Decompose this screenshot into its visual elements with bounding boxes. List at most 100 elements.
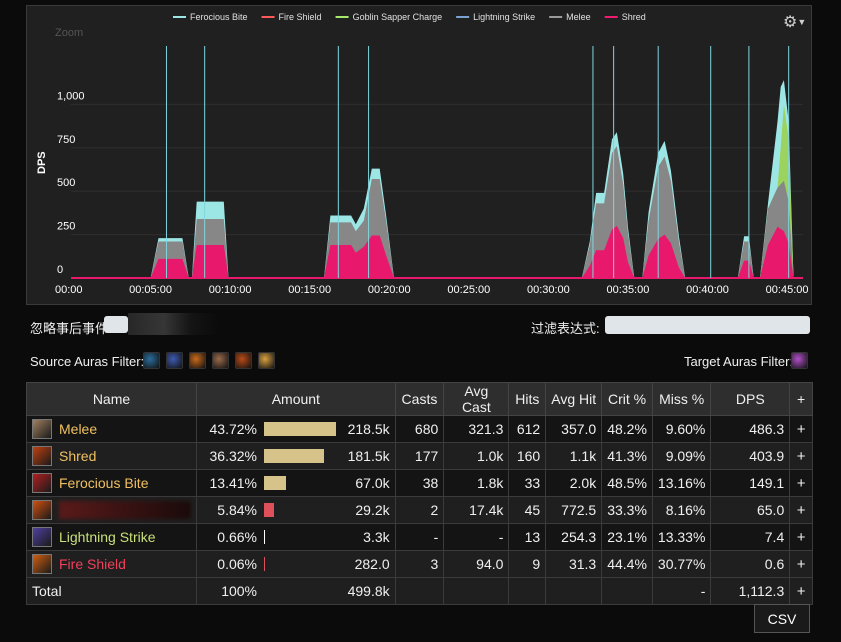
- table-row[interactable]: Lightning Strike 0.66% 3.3k - - 13 254.3…: [26, 523, 813, 551]
- amount-cell: 43.72% 218.5k: [196, 415, 396, 443]
- y-tick-label: 0: [57, 264, 63, 276]
- row-expand-button[interactable]: +: [789, 496, 813, 524]
- x-tick-label: 00:20:00: [368, 284, 411, 296]
- amount-percent: 5.84%: [217, 502, 257, 518]
- warrior-face-icon[interactable]: [212, 352, 229, 369]
- table-row[interactable]: Melee 43.72% 218.5k 680 321.3 612 357.0 …: [26, 415, 813, 443]
- x-tick-label: 00:05:00: [129, 284, 172, 296]
- col-amount[interactable]: Amount: [196, 382, 396, 416]
- table-row[interactable]: 5.84% 29.2k 2 17.4k 45 772.5 33.3% 8.16%…: [26, 496, 813, 524]
- avg-cast: 1.0k: [443, 442, 510, 470]
- amount-cell: 13.41% 67.0k: [196, 469, 396, 497]
- col-miss[interactable]: Miss %: [651, 382, 712, 416]
- legend-item: Goblin Sapper Charge: [353, 12, 443, 22]
- amount-cell: 5.84% 29.2k: [196, 496, 396, 524]
- name-cell[interactable]: Fire Shield: [26, 550, 197, 578]
- table-header-row: Name Amount Casts Avg Cast Hits Avg Hit …: [26, 382, 813, 416]
- total-casts: [394, 577, 445, 605]
- miss-percent: 8.16%: [651, 496, 712, 524]
- spell-name[interactable]: Shred: [59, 448, 97, 464]
- spell-name[interactable]: Ferocious Bite: [59, 475, 149, 491]
- avg-hit: 31.3: [545, 550, 603, 578]
- spell-name[interactable]: Melee: [59, 421, 98, 437]
- row-expand-button[interactable]: +: [789, 469, 813, 497]
- table-row[interactable]: Ferocious Bite 13.41% 67.0k 38 1.8k 33 2…: [26, 469, 813, 497]
- explosion-icon: [32, 500, 52, 520]
- flame-swirl-icon[interactable]: [258, 352, 275, 369]
- col-avg-hit[interactable]: Avg Hit: [545, 382, 603, 416]
- damage-table: Name Amount Casts Avg Cast Hits Avg Hit …: [26, 382, 813, 605]
- spell-name[interactable]: Fire Shield: [59, 556, 126, 572]
- y-tick-label: 1,000: [57, 90, 85, 102]
- name-cell[interactable]: Shred: [26, 442, 197, 470]
- filter-expression-label: 过滤表达式:: [531, 321, 600, 336]
- x-tick-label: 00:10:00: [209, 284, 252, 296]
- total-label: Total: [26, 577, 197, 605]
- settings-gear-icon[interactable]: ⚙▼: [783, 14, 807, 31]
- name-cell[interactable]: Lightning Strike: [26, 523, 197, 551]
- col-name[interactable]: Name: [26, 382, 197, 416]
- col-avg-cast[interactable]: Avg Cast: [443, 382, 510, 416]
- ignore-post-events-toggle[interactable]: [104, 316, 128, 333]
- col-casts[interactable]: Casts: [394, 382, 445, 416]
- spell-name[interactable]: Lightning Strike: [59, 529, 156, 545]
- name-cell[interactable]: [26, 496, 197, 524]
- amount-percent: 43.72%: [209, 421, 257, 437]
- filter-expression-input[interactable]: [605, 316, 810, 334]
- chevron-down-icon[interactable]: ▼: [797, 17, 807, 27]
- table-row[interactable]: Fire Shield 0.06% 282.0 3 94.0 9 31.3 44…: [26, 550, 813, 578]
- csv-export-button[interactable]: CSV: [754, 604, 810, 633]
- crit-percent: 44.4%: [601, 550, 653, 578]
- rune-icon[interactable]: [166, 352, 183, 369]
- redacted-spell-name: [59, 501, 191, 519]
- avg-cast: 17.4k: [443, 496, 510, 524]
- zoom-label: Zoom: [55, 27, 83, 39]
- chart-canvas[interactable]: 0 250 500 750 1,000 Zoom DPS 00:00 00:05:00 00:10…: [27, 6, 813, 306]
- hits: 9: [508, 550, 547, 578]
- amount-bar: [264, 530, 266, 544]
- amount-bar: [264, 557, 265, 571]
- amount-cell: 0.66% 3.3k: [196, 523, 396, 551]
- amount-value: 282.0: [354, 556, 390, 572]
- row-expand-button[interactable]: +: [789, 523, 813, 551]
- y-axis-label: DPS: [36, 151, 48, 174]
- total-expand-button[interactable]: +: [789, 577, 813, 605]
- amount-value: 218.5k: [347, 421, 390, 437]
- avg-cast: 1.8k: [443, 469, 510, 497]
- legend-item: Melee: [566, 12, 591, 22]
- amount-bar: [264, 476, 287, 490]
- row-expand-button[interactable]: +: [789, 550, 813, 578]
- amount-value: 29.2k: [355, 502, 390, 518]
- table-row[interactable]: Shred 36.32% 181.5k 177 1.0k 160 1.1k 41…: [26, 442, 813, 470]
- x-tick-label: 00:35:00: [607, 284, 650, 296]
- name-cell[interactable]: Melee: [26, 415, 197, 443]
- col-dps[interactable]: DPS: [710, 382, 791, 416]
- dps-value: 65.0: [710, 496, 791, 524]
- legend-item: Shred: [622, 12, 646, 22]
- fire-aura-icon[interactable]: [189, 352, 206, 369]
- demon-horns-icon[interactable]: [235, 352, 252, 369]
- dps-chart[interactable]: 0 250 500 750 1,000 Zoom DPS 00:00 00:05:00 00:10…: [26, 5, 812, 305]
- arcane-burst-icon[interactable]: [791, 352, 808, 369]
- miss-percent: 9.60%: [651, 415, 712, 443]
- amount-cell: 36.32% 181.5k: [196, 442, 396, 470]
- amount-percent: 0.06%: [217, 556, 257, 572]
- total-crit: [601, 577, 653, 605]
- dps-value: 403.9: [710, 442, 791, 470]
- source-auras-list: [143, 352, 275, 369]
- avg-hit: 772.5: [545, 496, 603, 524]
- row-expand-button[interactable]: +: [789, 442, 813, 470]
- amount-bar: [264, 422, 336, 436]
- y-tick-label: 750: [57, 134, 75, 146]
- name-cell[interactable]: Ferocious Bite: [26, 469, 197, 497]
- col-hits[interactable]: Hits: [508, 382, 547, 416]
- avg-cast: 321.3: [443, 415, 510, 443]
- hits: 160: [508, 442, 547, 470]
- col-crit[interactable]: Crit %: [601, 382, 653, 416]
- feral-spirit-icon[interactable]: [143, 352, 160, 369]
- total-percent: 100%: [221, 583, 257, 599]
- col-add[interactable]: +: [789, 382, 813, 416]
- amount-cell: 0.06% 282.0: [196, 550, 396, 578]
- x-tick-label: 00:45:00: [766, 284, 809, 296]
- row-expand-button[interactable]: +: [789, 415, 813, 443]
